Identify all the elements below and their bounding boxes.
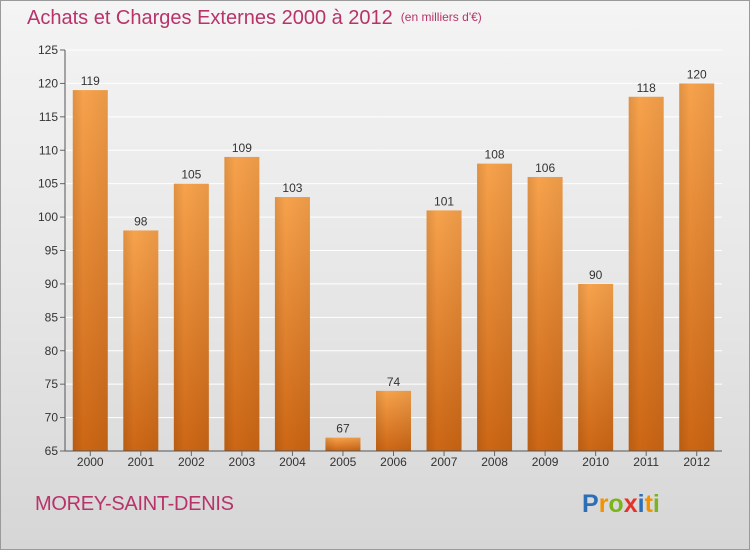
bar-shade xyxy=(679,83,715,452)
data-label: 106 xyxy=(535,161,555,175)
y-tick-label: 65 xyxy=(45,444,59,458)
data-label: 120 xyxy=(687,67,707,81)
bar-shade xyxy=(578,283,614,451)
x-tick-label: 2011 xyxy=(633,455,659,469)
bar-shade xyxy=(224,156,260,451)
y-tick-label: 105 xyxy=(38,177,58,191)
x-tick-label: 2005 xyxy=(330,455,357,469)
y-tick-label: 95 xyxy=(45,244,59,258)
bar-shade xyxy=(274,197,310,451)
logo-letter: o xyxy=(608,490,624,518)
x-tick-label: 2004 xyxy=(279,455,306,469)
data-label: 119 xyxy=(81,74,100,88)
bar-shade xyxy=(173,183,209,451)
bar-shade xyxy=(527,176,563,451)
axis-layer: 65 70 75 80 85 90 95 100 105 110 115 120 125 2000 2001… xyxy=(38,43,722,469)
place-name: MOREY-SAINT-DENIS xyxy=(35,493,234,515)
data-label: 101 xyxy=(434,194,454,208)
bar-shade xyxy=(426,210,462,451)
y-tick-label: 90 xyxy=(45,277,59,291)
data-label: 74 xyxy=(387,375,401,389)
y-tick-label: 115 xyxy=(39,110,58,124)
x-tick-label: 2002 xyxy=(178,455,205,469)
x-tick-label: 2003 xyxy=(229,455,256,469)
logo-letter: i xyxy=(652,490,660,518)
bar-shade xyxy=(628,96,664,452)
chart-title-text: Achats et Charges Externes 2000 à 2012 xyxy=(27,7,393,29)
y-tick-label: 100 xyxy=(38,210,58,224)
x-tick-label: 2012 xyxy=(683,455,710,469)
bar-shade xyxy=(376,390,411,451)
bar-shade xyxy=(123,230,159,451)
x-tick-label: 2010 xyxy=(582,455,609,469)
data-label: 105 xyxy=(181,168,201,182)
y-tick-label: 120 xyxy=(38,76,58,90)
bar-shade xyxy=(477,163,513,451)
x-tick-label: 2006 xyxy=(380,455,407,469)
x-tick-label: 2001 xyxy=(127,455,154,469)
bar-shade xyxy=(325,437,361,451)
data-label: 103 xyxy=(282,181,302,195)
data-label: 67 xyxy=(336,422,350,436)
logo-letter: i xyxy=(637,490,645,518)
logo-letter: r xyxy=(598,490,609,518)
x-tick-label: 2008 xyxy=(481,455,508,469)
x-tick-label: 2007 xyxy=(431,455,458,469)
y-tick-label: 80 xyxy=(45,344,59,358)
x-tick-label: 2009 xyxy=(532,455,559,469)
chart-title: Achats et Charges Externes 2000 à 2012 (e… xyxy=(27,7,482,30)
data-label: 108 xyxy=(485,148,505,162)
data-label: 90 xyxy=(589,268,603,282)
logo-letter: P xyxy=(582,490,599,518)
y-tick-label: 85 xyxy=(45,310,59,324)
bar-shade xyxy=(72,90,108,451)
x-tick-label: 2000 xyxy=(77,455,104,469)
proxiti-logo: Proxiti xyxy=(582,490,660,519)
data-label: 98 xyxy=(134,214,148,228)
bars-layer: 119 98 105 109 103 67 74 101 108 106 90 118 120 xyxy=(72,67,715,452)
y-tick-label: 70 xyxy=(45,411,59,425)
data-label: 109 xyxy=(232,141,252,155)
y-tick-label: 125 xyxy=(38,43,58,57)
chart-unit: (en milliers d'€) xyxy=(400,10,482,24)
logo-letter: x xyxy=(623,490,638,518)
y-tick-label: 110 xyxy=(39,143,58,157)
data-label: 118 xyxy=(637,81,656,95)
y-tick-label: 75 xyxy=(45,377,59,391)
logo-letter: t xyxy=(644,490,653,518)
